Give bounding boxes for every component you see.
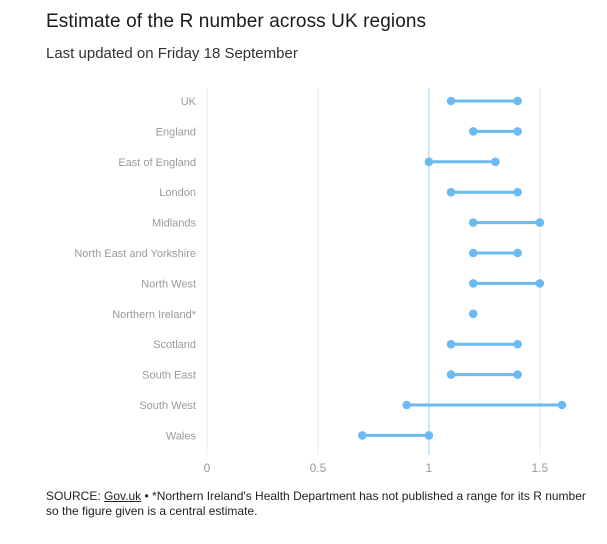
x-tick-label: 0 [204,461,211,475]
low-point [446,370,456,379]
high-point [557,400,567,410]
high-point [513,96,522,106]
category-label: South East [142,370,196,382]
high-point [535,218,545,227]
low-point [402,400,411,410]
low-point [446,96,456,106]
chart-subtitle: Last updated on Friday 18 September [46,45,298,62]
source-prefix: SOURCE: [46,489,101,503]
category-label: Wales [166,430,197,442]
low-point [446,339,456,349]
high-point [513,127,522,136]
footnote: • *Northern Ireland's Health Department … [46,489,586,518]
x-tick-label: 0.5 [310,461,327,475]
high-point [513,339,522,349]
category-label: Midlands [152,218,197,230]
category-label: UK [181,96,197,108]
category-label: England [156,126,196,138]
chart-footer: SOURCE: Gov.uk • *Northern Ireland's Hea… [46,489,591,519]
low-point [446,187,456,197]
category-label: North East and Yorkshire [74,248,196,260]
high-point [491,157,500,167]
category-label: South West [139,400,196,412]
high-point [424,431,434,440]
high-point [513,187,522,197]
chart-title: Estimate of the R number across UK regio… [46,11,427,32]
category-label: Scotland [153,339,196,351]
high-point [513,248,522,258]
category-label: London [159,187,196,199]
x-tick-label: 1 [426,461,433,475]
high-point [535,279,545,288]
x-tick-label: 1.5 [531,461,548,475]
category-label: Northern Ireland* [112,309,196,321]
low-point [468,279,478,288]
category-label: North West [141,278,196,290]
high-point [513,370,522,379]
low-point [468,309,478,319]
category-label: East of England [118,157,196,169]
low-point [468,248,478,258]
low-point [468,127,478,136]
low-point [468,218,478,227]
source-link[interactable]: Gov.uk [104,489,142,503]
dumbbell-chart: 0 0.5 1 1.5 UK England East of England London Mi… [74,88,567,475]
low-point [424,157,434,167]
low-point [358,431,367,440]
